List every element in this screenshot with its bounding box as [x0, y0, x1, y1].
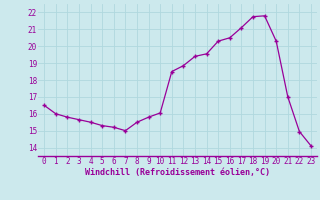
X-axis label: Windchill (Refroidissement éolien,°C): Windchill (Refroidissement éolien,°C) — [85, 168, 270, 177]
